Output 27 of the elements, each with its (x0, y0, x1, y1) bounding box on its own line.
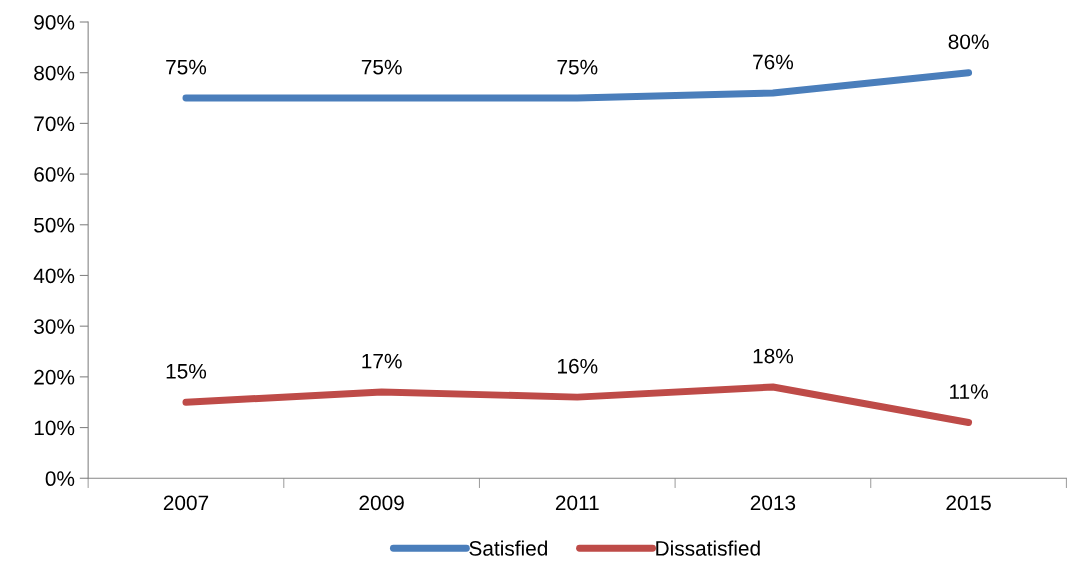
y-tick-label: 0% (45, 471, 75, 487)
data-label: 15% (166, 363, 207, 379)
y-tick-label: 80% (34, 65, 75, 81)
y-tick-label: 60% (34, 167, 75, 182)
legend-label: Satisfied (469, 540, 547, 556)
data-label: 75% (557, 59, 598, 75)
y-tick-label: 50% (34, 217, 75, 233)
data-label: 75% (166, 59, 207, 75)
legend-label: Dissatisfied (656, 540, 760, 556)
y-tick-label: 90% (34, 15, 75, 30)
y-tick-label: 10% (34, 420, 75, 436)
x-tick-label: 2013 (750, 495, 796, 511)
data-label: 80% (948, 34, 989, 50)
x-tick-label: 2007 (163, 495, 209, 511)
y-tick-label: 30% (34, 319, 75, 334)
y-tick-label: 70% (34, 116, 75, 132)
data-label: 76% (753, 54, 794, 70)
data-label: 18% (753, 348, 794, 364)
x-tick-label: 2011 (555, 495, 599, 511)
x-tick-label: 2009 (359, 495, 404, 511)
data-label: 16% (558, 358, 598, 374)
data-label: 17% (362, 353, 402, 369)
y-tick-label: 20% (34, 369, 75, 385)
y-tick-label: 40% (33, 268, 75, 284)
x-tick-label: 2015 (946, 495, 991, 511)
data-label: 75% (361, 59, 402, 75)
data-label: 11% (950, 384, 988, 399)
